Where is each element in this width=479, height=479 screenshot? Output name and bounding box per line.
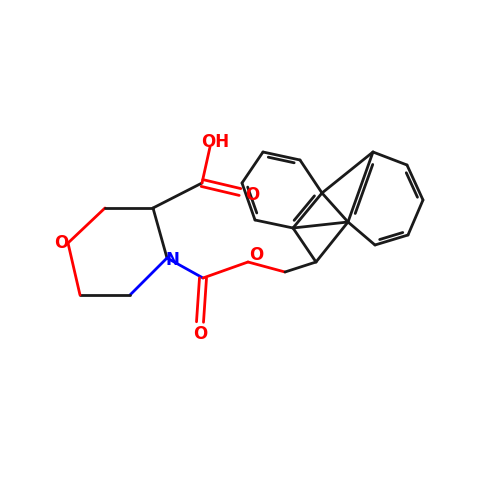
Text: O: O — [54, 234, 68, 252]
Text: N: N — [165, 251, 179, 269]
Text: OH: OH — [201, 133, 229, 151]
Text: O: O — [249, 246, 263, 264]
Text: O: O — [193, 325, 207, 343]
Text: O: O — [245, 186, 259, 204]
